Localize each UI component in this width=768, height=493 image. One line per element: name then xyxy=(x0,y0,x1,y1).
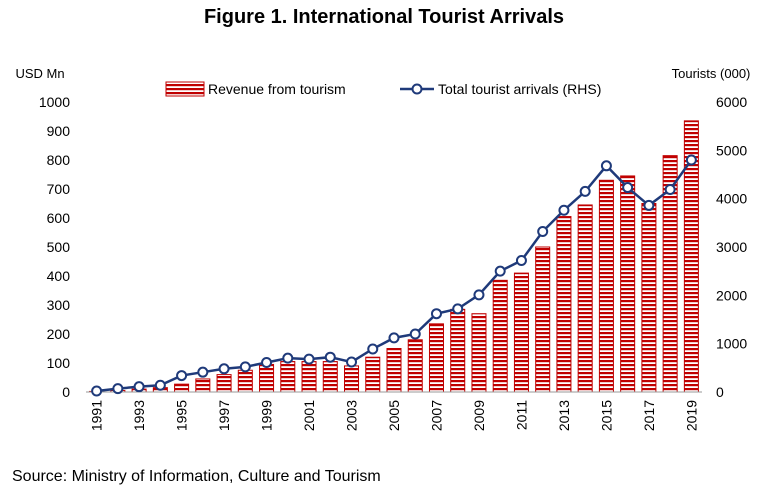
revenue-bar xyxy=(407,339,423,393)
revenue-bar xyxy=(259,363,275,393)
arrivals-point xyxy=(154,379,166,391)
arrivals-point xyxy=(133,381,145,393)
x-tick-label: 2011 xyxy=(513,400,529,430)
x-tick-label: 1999 xyxy=(259,400,275,431)
left-tick-label: 200 xyxy=(47,326,71,342)
revenue-bar xyxy=(237,369,253,393)
revenue-bar xyxy=(513,272,529,393)
arrivals-point xyxy=(324,351,336,363)
legend-swatch-revenue xyxy=(165,81,205,97)
legend-label-revenue: Revenue from tourism xyxy=(208,81,346,97)
revenue-bar xyxy=(471,313,487,393)
arrivals-point xyxy=(664,183,676,195)
arrivals-point xyxy=(643,199,655,211)
revenue-bar xyxy=(620,175,636,393)
arrivals-point xyxy=(409,328,421,340)
left-tick-label: 1000 xyxy=(39,94,70,110)
revenue-bar xyxy=(450,308,466,393)
left-tick-label: 0 xyxy=(62,384,70,400)
left-axis-ticks: 0 100 200 300 400 500 600 700 800 900 1000 xyxy=(39,94,70,400)
arrivals-point xyxy=(239,361,251,373)
left-axis-title: USD Mn xyxy=(15,66,64,81)
arrivals-point xyxy=(685,154,697,166)
x-tick-label: 2005 xyxy=(386,400,402,431)
revenue-bar xyxy=(577,204,593,393)
revenue-bar xyxy=(322,361,338,393)
arrivals-point xyxy=(579,185,591,197)
arrivals-point xyxy=(537,226,549,238)
legend: Revenue from tourism Total tourist arriv… xyxy=(165,81,601,97)
right-tick-label: 6000 xyxy=(716,94,747,110)
arrivals-point xyxy=(303,353,315,365)
revenue-bar xyxy=(556,216,572,393)
x-tick-label: 2013 xyxy=(556,400,572,431)
left-tick-label: 500 xyxy=(47,239,71,255)
left-tick-label: 800 xyxy=(47,152,71,168)
right-tick-label: 4000 xyxy=(716,191,747,207)
revenue-bar xyxy=(641,203,657,393)
right-axis-ticks: 0 1000 2000 3000 4000 5000 6000 xyxy=(716,94,747,400)
arrivals-point xyxy=(430,308,442,320)
arrivals-line-series xyxy=(91,154,697,397)
arrivals-point xyxy=(515,255,527,267)
revenue-bar xyxy=(365,356,381,393)
source-note: Source: Ministry of Information, Culture… xyxy=(12,468,381,485)
arrivals-point xyxy=(452,303,464,315)
revenue-bar xyxy=(301,361,317,393)
arrivals-point xyxy=(176,370,188,382)
x-tick-label: 2009 xyxy=(471,400,487,431)
left-tick-label: 900 xyxy=(47,123,71,139)
left-tick-label: 600 xyxy=(47,210,71,226)
arrivals-point xyxy=(367,343,379,355)
legend-swatch-arrivals-marker xyxy=(411,83,423,95)
revenue-bar xyxy=(535,246,551,393)
revenue-bar xyxy=(280,361,296,393)
x-tick-label: 2017 xyxy=(641,400,657,431)
revenue-bar xyxy=(386,348,402,393)
arrivals-point xyxy=(600,160,612,172)
revenue-bar xyxy=(344,365,360,393)
revenue-bar xyxy=(492,279,508,393)
arrivals-point xyxy=(261,357,273,369)
arrivals-point xyxy=(346,356,358,368)
x-tick-label: 2007 xyxy=(428,400,444,431)
x-tick-label: 2001 xyxy=(301,400,317,431)
revenue-bar xyxy=(428,323,444,393)
arrivals-point xyxy=(622,182,634,194)
arrivals-point xyxy=(218,363,230,375)
x-tick-label: 1997 xyxy=(216,400,232,431)
right-tick-label: 2000 xyxy=(716,287,747,303)
revenue-bar xyxy=(174,383,190,393)
arrivals-point xyxy=(558,204,570,216)
right-tick-label: 5000 xyxy=(716,142,747,158)
left-tick-label: 400 xyxy=(47,268,71,284)
x-tick-label: 1993 xyxy=(131,400,147,431)
revenue-bar xyxy=(216,374,232,393)
legend-label-arrivals: Total tourist arrivals (RHS) xyxy=(438,81,601,97)
arrivals-point xyxy=(282,352,294,364)
x-tick-label: 2015 xyxy=(598,400,614,431)
left-tick-label: 300 xyxy=(47,297,71,313)
arrivals-point xyxy=(473,289,485,301)
left-tick-label: 700 xyxy=(47,181,71,197)
x-tick-label: 2019 xyxy=(683,400,699,431)
right-tick-label: 0 xyxy=(716,384,724,400)
x-tick-label: 1991 xyxy=(89,400,105,431)
revenue-bar xyxy=(195,378,211,393)
x-tick-label: 1995 xyxy=(174,400,190,431)
x-axis-ticks: 1991 1993 1995 1997 1999 2001 2003 2005 2007 2009… xyxy=(89,400,700,431)
arrivals-point xyxy=(388,332,400,344)
revenue-bar xyxy=(598,179,614,393)
x-tick-label: 2003 xyxy=(344,400,360,431)
arrivals-point xyxy=(112,383,124,395)
chart-title: Figure 1. International Tourist Arrivals xyxy=(203,6,565,28)
right-tick-label: 3000 xyxy=(716,239,747,255)
arrivals-point xyxy=(91,385,103,397)
right-tick-label: 1000 xyxy=(716,336,747,352)
arrivals-point xyxy=(494,265,506,277)
left-tick-label: 100 xyxy=(47,355,71,371)
arrivals-point xyxy=(197,366,209,378)
right-axis-title: Tourists (000) xyxy=(672,66,751,81)
